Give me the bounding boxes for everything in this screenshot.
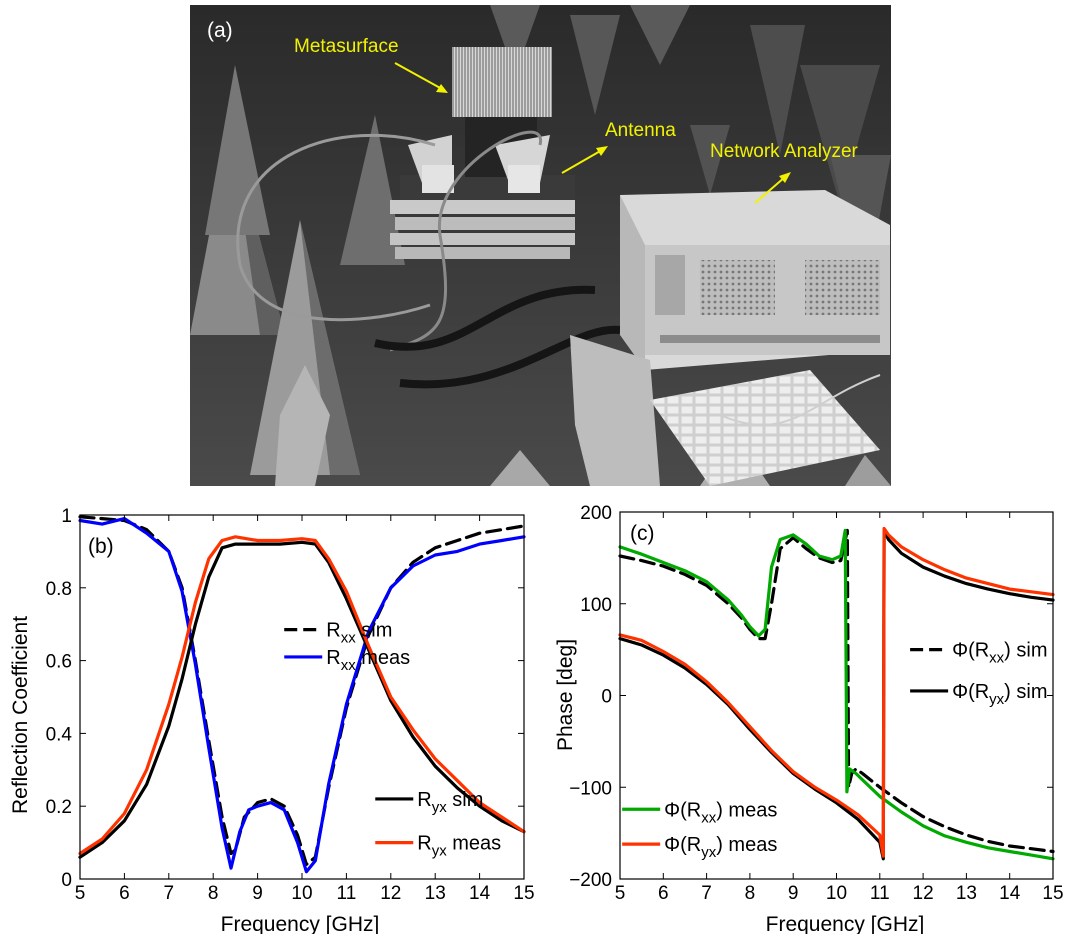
phase-x-tick-label: 13 (956, 883, 977, 904)
reflection-legend-label-r-yx-sim: Ryx sim (417, 789, 483, 816)
reflection-axis-ticks: 5 6 7 8 9 10 11 12 13 14 15 0 0.2 0.4 0.6 0.8 1 (46, 506, 535, 904)
reflection-series-r-xx-sim-line (78, 515, 526, 866)
phase-legend-item-r-xx-sim: Φ(Rxx) sim (910, 640, 1048, 667)
horn-antennas (408, 135, 550, 193)
phase-y-tick-label: −200 (569, 870, 612, 891)
phase-x-tick-label: 15 (1042, 883, 1063, 904)
annotation-antenna: Antenna (561, 120, 676, 174)
reflection-x-tick-label: 10 (291, 883, 312, 904)
phase-x-axis-label: Frequency [GHz] (766, 913, 925, 934)
keyboard (650, 370, 880, 486)
antenna-label: Antenna (605, 120, 676, 141)
phase-y-tick-label: −100 (569, 778, 612, 799)
absorber-pyramids (190, 5, 891, 486)
reflection-series-r-yx-sim-line (78, 540, 526, 859)
cloth-cover (570, 335, 660, 486)
metasurface-label: Metasurface (294, 36, 399, 57)
reflection-y-tick-label: 1 (61, 506, 72, 527)
phase-series-r-xx-sim-line (618, 528, 1055, 854)
measurement-setup-photo: (a) Metasurface Antenna Network Analyzer (190, 5, 891, 486)
reflection-series-r-xx-meas-line (78, 517, 526, 874)
phase-chart-svg: 5 6 7 8 9 10 11 12 13 14 15 −200 −100 0 100 200 Φ(Rxx) … (554, 503, 1064, 936)
phase-legend-item-r-xx-meas: Φ(Rxx) meas (622, 799, 777, 826)
network-analyzer (620, 190, 890, 370)
phase-legend-label-r-yx-meas: Φ(Ryx) meas (664, 834, 777, 861)
phase-x-tick-label: 14 (999, 883, 1021, 904)
reflection-x-axis-label: Frequency [GHz] (221, 913, 380, 934)
phase-legend-item-r-yx-meas: Φ(Ryx) meas (622, 834, 777, 861)
phase-x-tick-label: 11 (870, 883, 890, 904)
phase-series-group (618, 526, 1055, 861)
phase-legend-item-r-yx-sim: Φ(Ryx) sim (910, 681, 1048, 708)
panel-label-c: (c) (630, 522, 655, 545)
reflection-x-tick-label: 5 (75, 883, 86, 904)
reflection-legend-item-r-xx-sim: Rxx sim (284, 620, 392, 647)
phase-x-tick-label: 12 (913, 883, 934, 904)
reflection-x-tick-label: 8 (208, 883, 219, 904)
phase-axis-ticks: 5 6 7 8 9 10 11 12 13 14 15 −200 −100 0 100 200 (569, 503, 1063, 904)
reflection-plot-frame (79, 514, 525, 880)
reflection-y-tick-label: 0.4 (46, 724, 73, 745)
phase-y-tick-label: 100 (580, 595, 612, 616)
phase-legend-label-r-yx-sim: Φ(Ryx) sim (952, 681, 1047, 708)
phase-x-tick-label: 7 (701, 883, 712, 904)
phase-chart: 5 6 7 8 9 10 11 12 13 14 15 −200 −100 0 100 200 Φ(Rxx) … (545, 490, 1084, 936)
phase-y-tick-label: 0 (601, 687, 612, 708)
phase-y-tick-label: 200 (580, 503, 612, 524)
reflection-legend-label-r-xx-sim: Rxx sim (326, 620, 392, 647)
reflection-series-group (78, 515, 526, 874)
reflection-y-tick-label: 0 (61, 870, 72, 891)
reflection-legend-label-r-yx-meas: Ryx meas (417, 833, 501, 860)
reflection-y-axis-label: Reflection Coefficient (9, 616, 32, 814)
reflection-x-tick-label: 15 (513, 883, 534, 904)
phase-x-tick-label: 10 (826, 883, 847, 904)
reflection-y-tick-label: 0.6 (46, 652, 72, 673)
phase-x-tick-label: 8 (745, 883, 756, 904)
phase-x-tick-label: 9 (788, 883, 799, 904)
reflection-coefficient-chart: 5 6 7 8 9 10 11 12 13 14 15 0 0.2 0.4 0.6 0.8 1 Rxx sim R… (0, 490, 540, 936)
reflection-x-tick-label: 6 (119, 883, 130, 904)
keyboard-cable (719, 374, 881, 426)
reflection-y-tick-label: 0.8 (46, 579, 72, 600)
phase-legend-label-r-xx-sim: Φ(Rxx) sim (952, 640, 1047, 667)
phase-legend: Φ(Rxx) sim Φ(Ryx) sim Φ(Rxx) meas Φ(Ryx) me… (622, 640, 1048, 861)
phase-legend-label-r-xx-meas: Φ(Rxx) meas (664, 799, 777, 826)
reflection-x-tick-label: 11 (337, 883, 357, 904)
reflection-x-tick-label: 9 (252, 883, 263, 904)
photo-illustration: (a) Metasurface Antenna Network Analyzer (190, 5, 891, 486)
reflection-legend-item-r-yx-meas: Ryx meas (375, 833, 501, 860)
reflection-legend-item-r-yx-sim: Ryx sim (375, 789, 483, 816)
annotation-metasurface: Metasurface (294, 36, 448, 93)
rf-cables (236, 130, 621, 389)
phase-series-r-yx-meas-line (618, 526, 1055, 858)
phase-x-tick-label: 6 (658, 883, 669, 904)
panel-label-b: (b) (88, 535, 114, 558)
reflection-legend-item-r-xx-meas: Rxx meas (284, 647, 410, 674)
network-analyzer-label: Network Analyzer (710, 141, 859, 162)
metasurface-sample (452, 47, 552, 117)
phase-y-axis-label: Phase [deg] (554, 639, 577, 751)
reflection-legend-label-r-xx-meas: Rxx meas (326, 647, 410, 674)
reflection-x-tick-label: 13 (425, 883, 446, 904)
reflection-x-tick-label: 7 (164, 883, 175, 904)
reflection-x-tick-label: 12 (380, 883, 401, 904)
annotation-network-analyzer: Network Analyzer (710, 141, 859, 204)
phase-x-tick-label: 5 (615, 883, 626, 904)
panel-label-a: (a) (207, 19, 233, 42)
reflection-series-r-yx-meas-line (78, 535, 526, 856)
reflection-y-tick-label: 0.2 (46, 797, 72, 818)
phase-series-r-yx-sim-line (618, 528, 1055, 861)
phase-series-r-xx-meas-line (618, 528, 1055, 861)
reflection-x-tick-label: 14 (469, 883, 491, 904)
